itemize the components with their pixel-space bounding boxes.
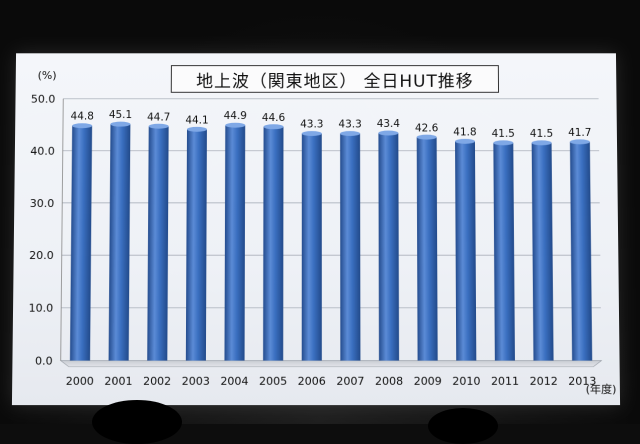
audience-head-left — [92, 400, 182, 444]
bar-top — [340, 131, 360, 136]
bar — [455, 141, 476, 360]
bar-top — [72, 123, 92, 128]
bar — [186, 129, 207, 360]
x-tick-label: 2010 — [452, 375, 480, 388]
bar — [263, 127, 283, 361]
x-tick-label: 2001 — [104, 375, 132, 388]
data-label: 44.9 — [224, 110, 247, 122]
x-tick-label: 2000 — [66, 375, 94, 388]
data-label: 43.3 — [300, 119, 323, 131]
bar-top — [417, 135, 437, 140]
projected-slide: 地上波（関東地区） 全日HUT推移 0.0 10.0 20.0 30.0 40.0 50.… — [12, 53, 620, 405]
bar — [570, 142, 592, 361]
data-label: 45.1 — [109, 109, 132, 121]
x-tick-label: 2003 — [182, 375, 210, 388]
bar-top — [187, 127, 207, 132]
y-tick-label: 0.0 — [35, 355, 53, 368]
bar-top — [455, 139, 475, 144]
bar — [417, 137, 438, 360]
y-tick-label: 50.0 — [31, 93, 55, 106]
bar — [147, 126, 168, 360]
chart-floor — [61, 361, 602, 367]
bar-top — [302, 131, 322, 136]
x-tick-label: 2011 — [491, 375, 519, 388]
data-label: 44.7 — [147, 111, 170, 123]
axes — [61, 99, 602, 367]
y-axis-unit-label: (%) — [38, 69, 57, 82]
bar-top — [225, 123, 245, 128]
y-tick-label: 40.0 — [30, 145, 55, 158]
data-label: 42.6 — [415, 122, 438, 134]
bar-top — [570, 139, 590, 144]
bar-top — [264, 124, 284, 129]
bar — [493, 143, 515, 361]
bar-top — [149, 124, 169, 129]
x-tick-label: 2002 — [143, 375, 171, 388]
x-tick-label: 2009 — [414, 375, 442, 388]
bar — [532, 143, 554, 361]
x-tick-label: 2007 — [336, 375, 364, 388]
data-label: 41.7 — [568, 127, 591, 139]
audience-head-right — [428, 408, 498, 444]
data-label: 41.5 — [492, 128, 515, 140]
x-tick-label: 2006 — [298, 375, 326, 388]
bar — [302, 134, 322, 361]
bar — [70, 126, 92, 361]
data-label: 43.4 — [377, 118, 401, 130]
data-label: 44.6 — [262, 112, 285, 124]
y-axis-line — [61, 99, 64, 361]
data-label: 44.8 — [71, 111, 94, 123]
x-tick-label: 2012 — [530, 375, 558, 388]
data-label: 41.8 — [453, 126, 476, 138]
bar-chart: 0.0 10.0 20.0 30.0 40.0 50.0 44.8 2000 45.1 2001 4… — [12, 53, 620, 405]
bar-top — [110, 122, 130, 127]
x-tick-label: 2004 — [220, 375, 248, 388]
bar-top — [532, 140, 552, 145]
x-tick-label: 2008 — [375, 375, 403, 388]
y-tick-label: 20.0 — [29, 249, 54, 262]
y-tick-label: 30.0 — [30, 197, 55, 210]
bar — [378, 133, 399, 361]
data-label: 44.1 — [185, 114, 208, 126]
bar — [109, 124, 131, 360]
gridlines — [61, 99, 602, 361]
bar — [340, 134, 360, 361]
bar-top — [493, 140, 513, 145]
bar-top — [378, 131, 398, 136]
presentation-screen: 地上波（関東地区） 全日HUT推移 0.0 10.0 20.0 30.0 40.0 50.… — [0, 0, 640, 424]
data-label: 43.3 — [338, 119, 361, 131]
bars — [70, 122, 592, 361]
x-tick-label: 2005 — [259, 375, 287, 388]
x-axis-unit-label: (年度) — [586, 382, 617, 396]
bar — [224, 125, 245, 360]
data-label: 41.5 — [530, 128, 553, 140]
y-tick-label: 10.0 — [29, 302, 54, 315]
